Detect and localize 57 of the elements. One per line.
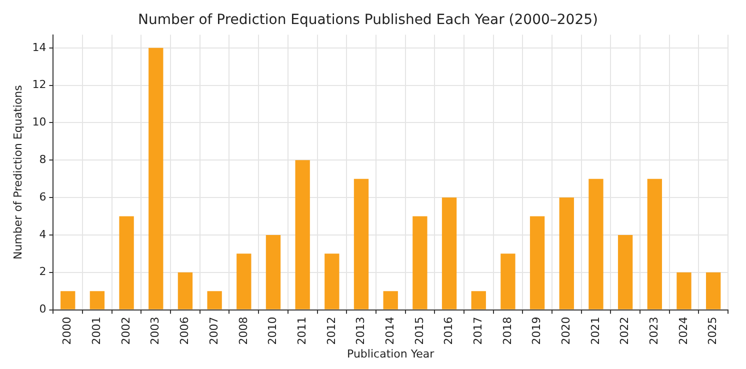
y-tick-label: 14 xyxy=(32,40,46,54)
bar xyxy=(442,198,457,310)
x-tick-label: 2013 xyxy=(354,316,368,345)
bar xyxy=(148,48,164,310)
bar xyxy=(647,178,662,310)
y-tick-label: 0 xyxy=(39,302,46,316)
bar xyxy=(266,234,281,310)
bar xyxy=(324,254,340,310)
bar xyxy=(412,216,428,310)
bar xyxy=(295,160,310,310)
x-tick-label: 2003 xyxy=(148,316,162,345)
x-tick-label: 2022 xyxy=(618,316,632,345)
x-tick-label: 2015 xyxy=(412,316,426,345)
bar xyxy=(559,198,574,310)
y-axis-title: Number of Prediction Equations xyxy=(11,84,24,260)
bar xyxy=(236,254,252,310)
x-tick-label: 2020 xyxy=(559,316,572,345)
x-tick-label: 2002 xyxy=(119,316,132,345)
x-tick-label: 2024 xyxy=(676,316,690,345)
chart-title: Number of Prediction Equations Published Each Year (2000–2025) xyxy=(138,12,598,28)
bar xyxy=(207,291,222,310)
y-tick-label: 6 xyxy=(39,190,46,204)
x-tick-label: 2018 xyxy=(500,316,514,345)
bar xyxy=(706,272,721,310)
x-tick-label: 2016 xyxy=(442,316,456,345)
x-tick-label: 2012 xyxy=(324,316,338,345)
x-tick-label: 2006 xyxy=(178,316,192,345)
bar xyxy=(530,216,545,310)
bar xyxy=(471,291,486,310)
y-tick-label: 10 xyxy=(32,116,46,129)
x-tick-label: 2011 xyxy=(295,316,308,345)
bar xyxy=(178,272,193,310)
bar xyxy=(618,234,633,310)
x-tick-label: 2001 xyxy=(90,316,104,345)
bar xyxy=(60,291,76,310)
x-tick-label: 2019 xyxy=(530,316,544,345)
x-tick-label: 2000 xyxy=(60,316,74,345)
x-tick-label: 2008 xyxy=(236,316,250,345)
y-tick-label: 8 xyxy=(39,153,46,166)
x-axis-title: Publication Year xyxy=(347,347,435,360)
x-tick-label: 2021 xyxy=(588,316,602,345)
bar xyxy=(588,178,604,310)
bar xyxy=(676,272,692,310)
bar xyxy=(119,216,134,310)
x-tick-label: 2014 xyxy=(383,316,396,345)
x-tick-label: 2010 xyxy=(266,316,280,345)
x-tick-label: 2023 xyxy=(648,316,661,345)
y-tick-label: 12 xyxy=(32,78,46,92)
y-tick-label: 2 xyxy=(39,265,46,278)
bar xyxy=(354,178,369,310)
bar xyxy=(90,291,105,310)
x-tick-label: 2007 xyxy=(207,316,220,345)
y-tick-label: 4 xyxy=(39,228,46,241)
bar xyxy=(500,254,516,310)
x-tick-label: 2025 xyxy=(706,316,720,345)
x-tick-label: 2017 xyxy=(471,316,484,345)
bar xyxy=(383,291,398,310)
